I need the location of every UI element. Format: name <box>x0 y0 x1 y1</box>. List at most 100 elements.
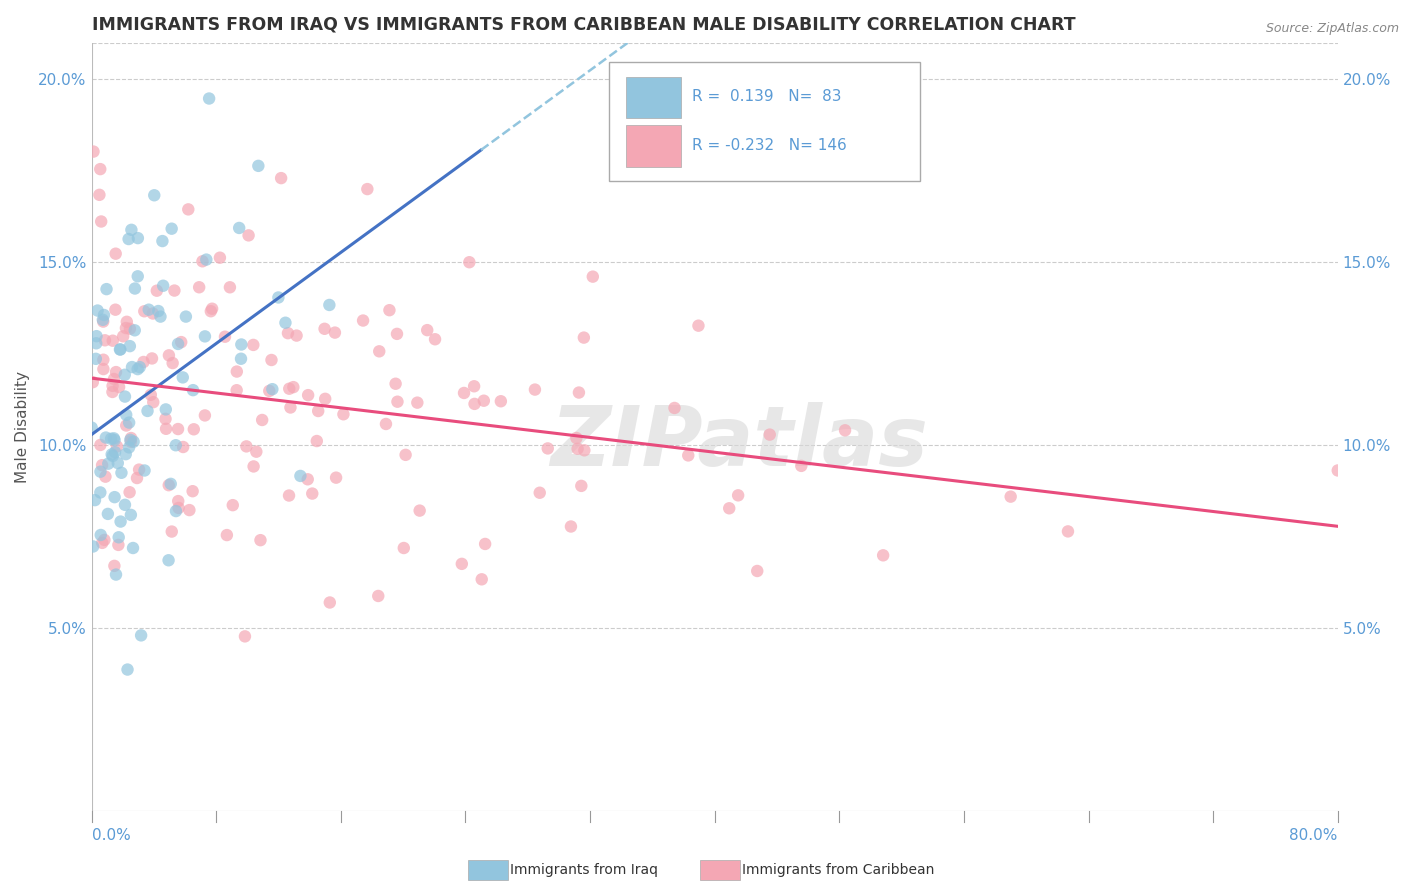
Point <box>1057 524 1080 539</box>
Point <box>93 308 115 322</box>
Point <box>718 501 741 516</box>
Point <box>89 465 111 479</box>
Point <box>138 302 160 317</box>
Point <box>110 466 132 480</box>
Point <box>242 459 264 474</box>
Point <box>148 304 170 318</box>
Point <box>97 457 120 471</box>
Point <box>181 383 204 397</box>
Point <box>114 368 136 382</box>
Point <box>305 434 328 448</box>
Point <box>474 537 496 551</box>
Point <box>120 223 142 237</box>
Point <box>172 370 194 384</box>
Point <box>582 269 605 284</box>
Text: IMMIGRANTS FROM IRAQ VS IMMIGRANTS FROM CARIBBEAN MALE DISABILITY CORRELATION CH: IMMIGRANTS FROM IRAQ VS IMMIGRANTS FROM … <box>91 15 1076 33</box>
Point <box>242 338 264 352</box>
Point <box>167 337 190 351</box>
Point <box>104 445 127 459</box>
Point <box>231 337 253 351</box>
Point <box>568 385 591 400</box>
Point <box>314 392 336 406</box>
Point <box>238 228 260 243</box>
Point <box>124 323 146 337</box>
Point <box>91 313 114 327</box>
Point <box>132 355 155 369</box>
Point <box>103 558 125 573</box>
Point <box>89 162 111 177</box>
Point <box>219 280 242 294</box>
Point <box>114 498 136 512</box>
Point <box>278 489 301 503</box>
Point <box>747 564 769 578</box>
Point <box>103 431 125 445</box>
Point <box>82 145 104 159</box>
Point <box>181 484 204 499</box>
Point <box>91 536 114 550</box>
Point <box>84 351 107 366</box>
Point <box>94 333 117 347</box>
Text: 0.0%: 0.0% <box>91 828 131 843</box>
Text: Source: ZipAtlas.com: Source: ZipAtlas.com <box>1265 22 1399 36</box>
Point <box>114 390 136 404</box>
Point <box>115 321 138 335</box>
Point <box>157 478 180 492</box>
Point <box>105 439 128 453</box>
Point <box>107 538 129 552</box>
Point <box>93 533 115 547</box>
Point <box>120 431 142 445</box>
Point <box>872 549 894 563</box>
Point <box>727 488 749 502</box>
Point <box>183 422 205 436</box>
Point <box>678 449 700 463</box>
Point <box>110 515 132 529</box>
Point <box>179 503 201 517</box>
Point <box>122 434 145 449</box>
Point <box>318 298 340 312</box>
Point <box>112 329 135 343</box>
Point <box>121 359 143 374</box>
Point <box>172 440 194 454</box>
Point <box>105 365 128 379</box>
Point <box>215 528 238 542</box>
Point <box>260 353 283 368</box>
Point <box>537 442 560 456</box>
Point <box>89 438 111 452</box>
Point <box>565 431 588 445</box>
Point <box>152 278 174 293</box>
Point <box>529 485 551 500</box>
Point <box>91 458 114 472</box>
Point <box>471 572 494 586</box>
Point <box>100 432 122 446</box>
Point <box>120 434 142 449</box>
Point <box>134 304 156 318</box>
Point <box>191 254 214 268</box>
Point <box>235 439 257 453</box>
Point <box>297 388 319 402</box>
Point <box>560 519 582 533</box>
Point <box>201 301 224 316</box>
Point <box>101 449 124 463</box>
Point <box>229 351 252 366</box>
Point <box>118 416 141 430</box>
Point <box>464 397 486 411</box>
Point <box>90 528 112 542</box>
Point <box>188 280 211 294</box>
Point <box>118 322 141 336</box>
Point <box>285 328 308 343</box>
Point <box>249 533 271 548</box>
Point <box>160 524 183 539</box>
Point <box>225 365 247 379</box>
Point <box>385 326 408 341</box>
Point <box>297 472 319 486</box>
Point <box>127 269 149 284</box>
Point <box>233 629 256 643</box>
Point <box>325 470 347 484</box>
Point <box>104 302 127 317</box>
Point <box>93 362 115 376</box>
Point <box>290 469 312 483</box>
Point <box>423 332 446 346</box>
Point <box>406 395 429 409</box>
Text: Immigrants from Caribbean: Immigrants from Caribbean <box>742 863 935 877</box>
Point <box>118 339 141 353</box>
